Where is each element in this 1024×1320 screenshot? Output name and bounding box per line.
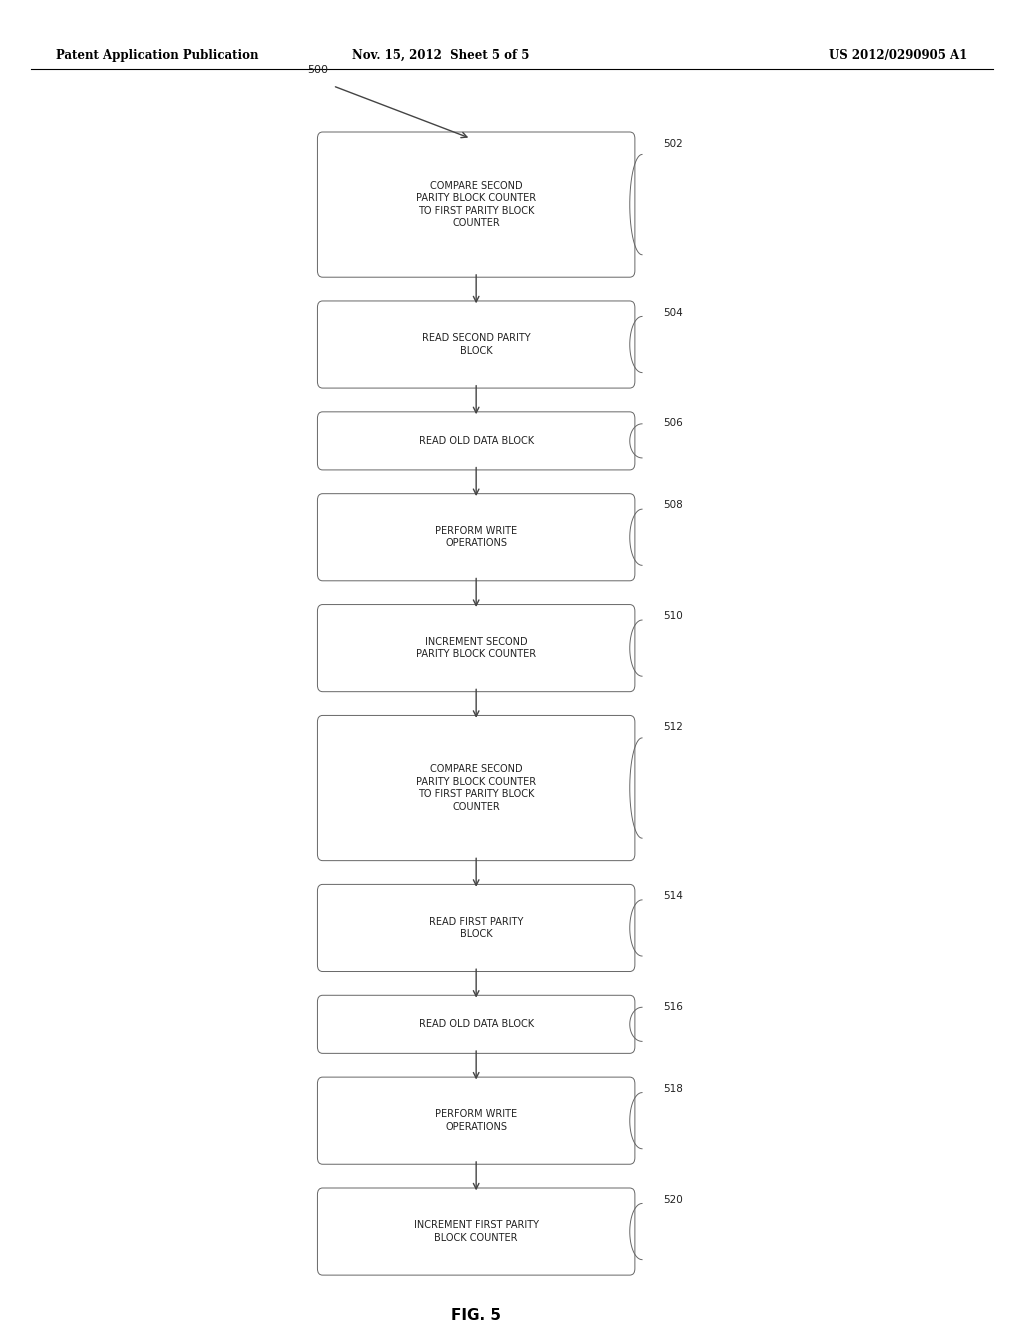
Text: 510: 510 bbox=[664, 611, 683, 622]
Text: INCREMENT FIRST PARITY
BLOCK COUNTER: INCREMENT FIRST PARITY BLOCK COUNTER bbox=[414, 1221, 539, 1242]
FancyBboxPatch shape bbox=[317, 301, 635, 388]
FancyBboxPatch shape bbox=[317, 715, 635, 861]
Text: PERFORM WRITE
OPERATIONS: PERFORM WRITE OPERATIONS bbox=[435, 527, 517, 548]
Text: US 2012/0290905 A1: US 2012/0290905 A1 bbox=[829, 49, 968, 62]
Text: INCREMENT SECOND
PARITY BLOCK COUNTER: INCREMENT SECOND PARITY BLOCK COUNTER bbox=[416, 638, 537, 659]
FancyBboxPatch shape bbox=[317, 1188, 635, 1275]
Text: 512: 512 bbox=[664, 722, 683, 733]
FancyBboxPatch shape bbox=[317, 132, 635, 277]
Text: 514: 514 bbox=[664, 891, 683, 902]
FancyBboxPatch shape bbox=[317, 605, 635, 692]
Text: READ OLD DATA BLOCK: READ OLD DATA BLOCK bbox=[419, 436, 534, 446]
Text: READ OLD DATA BLOCK: READ OLD DATA BLOCK bbox=[419, 1019, 534, 1030]
Text: 518: 518 bbox=[664, 1084, 683, 1094]
Text: COMPARE SECOND
PARITY BLOCK COUNTER
TO FIRST PARITY BLOCK
COUNTER: COMPARE SECOND PARITY BLOCK COUNTER TO F… bbox=[416, 764, 537, 812]
Text: Nov. 15, 2012  Sheet 5 of 5: Nov. 15, 2012 Sheet 5 of 5 bbox=[351, 49, 529, 62]
FancyBboxPatch shape bbox=[317, 995, 635, 1053]
Text: Patent Application Publication: Patent Application Publication bbox=[56, 49, 259, 62]
Text: READ SECOND PARITY
BLOCK: READ SECOND PARITY BLOCK bbox=[422, 334, 530, 355]
Text: 506: 506 bbox=[664, 418, 683, 429]
Text: 520: 520 bbox=[664, 1195, 683, 1205]
Text: 516: 516 bbox=[664, 1002, 683, 1012]
Text: FIG. 5: FIG. 5 bbox=[452, 1308, 501, 1320]
FancyBboxPatch shape bbox=[317, 1077, 635, 1164]
Text: COMPARE SECOND
PARITY BLOCK COUNTER
TO FIRST PARITY BLOCK
COUNTER: COMPARE SECOND PARITY BLOCK COUNTER TO F… bbox=[416, 181, 537, 228]
Text: 502: 502 bbox=[664, 139, 683, 149]
Text: 500: 500 bbox=[307, 65, 329, 75]
Text: 504: 504 bbox=[664, 308, 683, 318]
FancyBboxPatch shape bbox=[317, 412, 635, 470]
FancyBboxPatch shape bbox=[317, 494, 635, 581]
Text: 508: 508 bbox=[664, 500, 683, 511]
Text: READ FIRST PARITY
BLOCK: READ FIRST PARITY BLOCK bbox=[429, 917, 523, 939]
FancyBboxPatch shape bbox=[317, 884, 635, 972]
Text: PERFORM WRITE
OPERATIONS: PERFORM WRITE OPERATIONS bbox=[435, 1110, 517, 1131]
